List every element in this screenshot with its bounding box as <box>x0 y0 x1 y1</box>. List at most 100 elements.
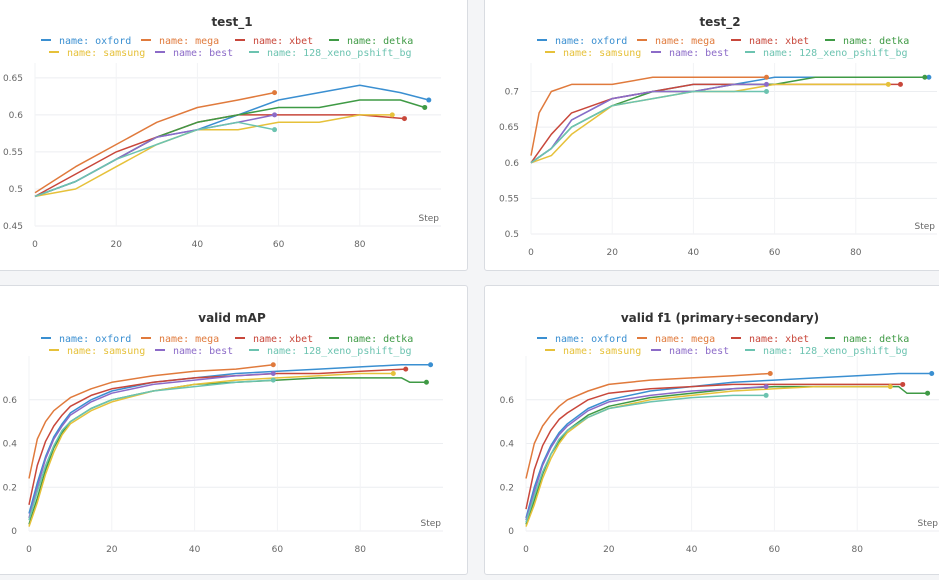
y-tick-label: 0.55 <box>499 194 519 204</box>
series-line-name-oxford <box>525 372 932 519</box>
series-end-point-name-best <box>763 384 769 390</box>
legend-label-name-128-xeno-pshift-bg: name: 128_xeno_pshift_bg <box>763 346 908 357</box>
x-tick-label: 40 <box>192 240 204 250</box>
x-axis-label: Step <box>915 222 936 232</box>
legend-label-name-128-xeno-pshift-bg: name: 128_xeno_pshift_bg <box>763 48 908 59</box>
series-end-point-name-detka <box>922 74 928 80</box>
legend-label-name-128-xeno-pshift-bg: name: 128_xeno_pshift_bg <box>267 346 412 357</box>
y-tick-label: 0.2 <box>3 483 17 493</box>
y-tick-label: 0.7 <box>505 88 519 98</box>
legend-label-name-best: name: best <box>669 48 729 59</box>
chart-svg-valid-f1: valid f1 (primary+secondary) name: oxford… <box>500 311 939 555</box>
chart-panel-test-1: test_1 name: oxford name: mega name: xbet na… <box>0 0 468 271</box>
series-end-point-name-mega <box>767 371 773 376</box>
series-end-point-name-oxford <box>426 97 432 103</box>
y-tick-label: 0.5 <box>505 230 519 240</box>
series-end-point-name-xbet <box>401 116 407 122</box>
series-end-point-name-oxford <box>929 371 935 376</box>
y-tick-label: 0.65 <box>499 123 519 133</box>
x-tick-label: 40 <box>189 545 201 555</box>
series-line-name-xbet <box>34 114 405 198</box>
y-tick-label: 0.65 <box>3 74 23 84</box>
x-tick-label: 0 <box>523 545 529 555</box>
x-tick-label: 60 <box>769 248 781 258</box>
x-tick-label: 60 <box>272 545 284 555</box>
chart-title: test_1 <box>211 15 252 30</box>
x-tick-label: 80 <box>354 545 366 555</box>
legend-label-name-oxford: name: oxford <box>59 334 131 345</box>
series-line-name-best <box>34 114 275 198</box>
series-end-point-name-detka <box>423 379 429 385</box>
series-line-name-mega <box>530 76 767 156</box>
x-tick-label: 0 <box>32 240 38 250</box>
legend-label-name-xbet: name: xbet <box>253 36 313 47</box>
legend-label-name-detka: name: detka <box>347 334 413 345</box>
series-line-name-detka <box>525 385 928 525</box>
legend-label-name-best: name: best <box>173 346 233 357</box>
legend-label-name-oxford: name: oxford <box>59 36 131 47</box>
series-line-name-best <box>525 385 767 521</box>
series-end-point-name-detka <box>422 104 428 110</box>
series-line-name-128-xeno-pshift-bg <box>28 379 274 521</box>
chart-title: valid f1 (primary+secondary) <box>621 311 819 325</box>
series-line-name-samsung <box>34 114 393 198</box>
series-end-point-name-xbet <box>900 381 906 387</box>
x-tick-label: 20 <box>106 545 118 555</box>
series-line-name-detka <box>530 76 925 164</box>
chart-svg-valid-map: valid mAP name: oxford name: mega name: xbe… <box>3 311 443 555</box>
series-line-name-mega <box>28 364 274 479</box>
chart-panel-valid-f1: valid f1 (primary+secondary) name: oxford… <box>484 285 939 575</box>
series-end-point-name-mega <box>272 90 278 96</box>
y-tick-label: 0.6 <box>505 159 520 169</box>
series-end-point-name-samsung <box>390 371 396 376</box>
y-tick-label: 0.2 <box>500 483 514 493</box>
series-end-point-name-best <box>763 81 769 87</box>
legend-label-name-best: name: best <box>173 48 233 59</box>
legend-label-name-xbet: name: xbet <box>749 36 809 47</box>
series-end-point-name-best <box>270 371 276 376</box>
chart-panel-test-2: test_2 name: oxford name: mega name: xbet na… <box>484 0 939 271</box>
series-end-point-name-samsung <box>389 112 395 118</box>
legend-label-name-oxford: name: oxford <box>555 36 627 47</box>
x-tick-label: 80 <box>850 248 862 258</box>
x-axis-label: Step <box>421 519 442 529</box>
legend-label-name-samsung: name: samsung <box>563 346 641 357</box>
series-end-point-name-128-xeno-pshift-bg <box>763 392 769 398</box>
y-tick-label: 0.4 <box>3 440 18 450</box>
series-line-name-mega <box>525 372 771 479</box>
legend-label-name-samsung: name: samsung <box>563 48 641 59</box>
legend-label-name-detka: name: detka <box>843 334 909 345</box>
legend-label-name-detka: name: detka <box>843 36 909 47</box>
series-end-point-name-mega <box>270 362 276 368</box>
legend-label-name-mega: name: mega <box>655 36 715 47</box>
legend-label-name-samsung: name: samsung <box>67 48 145 59</box>
x-tick-label: 80 <box>354 240 366 250</box>
legend-label-name-best: name: best <box>669 346 729 357</box>
series-line-name-samsung <box>530 83 889 164</box>
x-tick-label: 20 <box>606 248 618 258</box>
series-end-point-name-mega <box>763 74 769 80</box>
y-tick-label: 0.4 <box>500 440 515 450</box>
series-end-point-name-xbet <box>403 366 409 372</box>
series-end-point-name-samsung <box>885 81 891 87</box>
series-line-name-best <box>28 372 274 519</box>
series-end-point-name-128-xeno-pshift-bg <box>270 377 276 383</box>
x-tick-label: 20 <box>603 545 615 555</box>
series-line-name-samsung <box>28 372 394 527</box>
series-line-name-128-xeno-pshift-bg <box>530 90 767 164</box>
y-tick-label: 0 <box>508 527 514 537</box>
series-end-point-name-best <box>272 112 278 118</box>
x-tick-label: 0 <box>26 545 32 555</box>
chart-panel-valid-map: valid mAP name: oxford name: mega name: xbe… <box>0 285 468 575</box>
y-tick-label: 0.6 <box>3 396 18 406</box>
y-tick-label: 0.6 <box>9 111 24 121</box>
series-end-point-name-128-xeno-pshift-bg <box>763 89 769 94</box>
series-line-name-128-xeno-pshift-bg <box>525 394 767 523</box>
series-end-point-name-oxford <box>428 362 434 368</box>
y-tick-label: 0 <box>11 527 17 537</box>
series-line-name-128-xeno-pshift-bg <box>34 121 275 198</box>
series-end-point-name-128-xeno-pshift-bg <box>272 127 278 133</box>
series-line-name-xbet <box>525 383 903 510</box>
chart-title: valid mAP <box>198 311 266 325</box>
